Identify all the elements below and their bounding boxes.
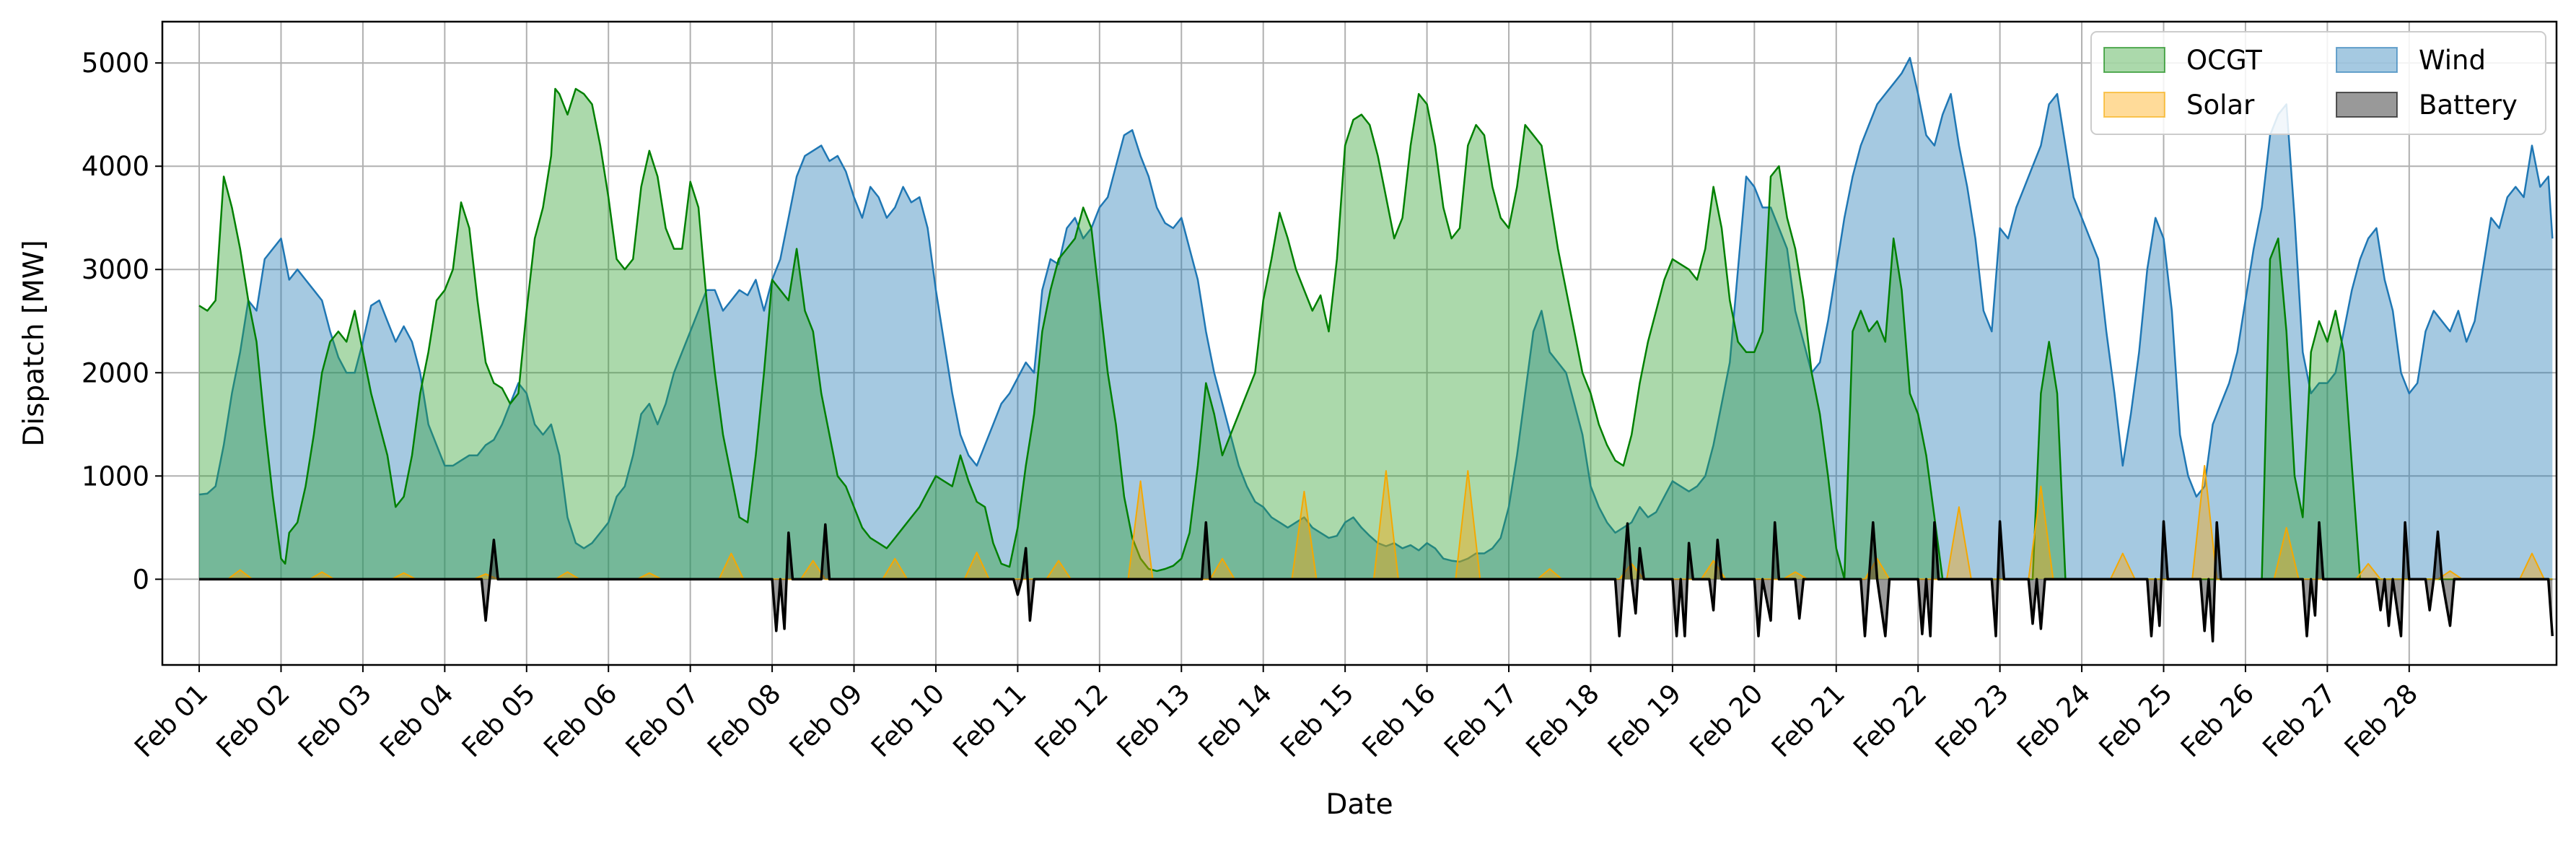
legend-swatch-wind: [2336, 47, 2398, 73]
x-tick-label: Feb 01: [128, 678, 214, 763]
ocgt-area: [199, 89, 2553, 580]
legend-swatch-solar: [2103, 92, 2165, 118]
x-tick-label: Feb 07: [620, 678, 705, 763]
wind-area: [199, 58, 2553, 580]
x-tick-label: Feb 14: [1193, 678, 1278, 763]
x-tick-label: Feb 19: [1602, 678, 1687, 763]
x-tick-label: Feb 05: [456, 678, 541, 763]
x-tick-label: Feb 13: [1110, 678, 1196, 763]
legend-box: [2090, 31, 2546, 135]
legend-label-wind: Wind: [2419, 45, 2486, 76]
x-tick-label: Feb 26: [2175, 678, 2260, 763]
x-tick-label: Feb 23: [1929, 678, 2015, 763]
x-tick-label: Feb 11: [947, 678, 1032, 763]
x-tick-label: Feb 18: [1520, 678, 1605, 763]
x-tick-label: Feb 28: [2339, 678, 2424, 763]
legend-swatch-battery: [2336, 92, 2398, 118]
solar-line: [199, 465, 2553, 580]
y-tick-label: 2000: [82, 357, 149, 388]
series-group: [198, 56, 2554, 643]
y-tick-label: 5000: [82, 48, 149, 79]
plot-area: [162, 22, 2557, 665]
x-tick-label: Feb 22: [1847, 678, 1932, 763]
legend: OCGT Wind Solar Battery: [2090, 31, 2546, 135]
x-tick-label: Feb 17: [1438, 678, 1523, 763]
x-tick-label: Feb 06: [538, 678, 623, 763]
x-axis-label: Date: [1326, 788, 1393, 821]
y-tick-label: 1000: [82, 461, 149, 492]
legend-label-ocgt: OCGT: [2186, 45, 2262, 76]
x-tick-label: Feb 25: [2093, 678, 2178, 763]
x-tick-label: Feb 09: [784, 678, 869, 763]
x-tick-label: Feb 16: [1357, 678, 1442, 763]
x-tick-label: Feb 21: [1766, 678, 1851, 763]
y-axis-label: Dispatch [MW]: [18, 240, 51, 446]
x-tick-label: Feb 02: [211, 678, 296, 763]
y-tick-label: 3000: [82, 254, 149, 285]
x-tick-label: Feb 08: [701, 678, 787, 763]
x-tick-label: Feb 03: [292, 678, 377, 763]
x-tick-label: Feb 04: [374, 678, 459, 763]
x-tick-label: Feb 12: [1029, 678, 1114, 763]
x-tick-label: Feb 15: [1274, 678, 1359, 763]
x-tick-label: Feb 10: [865, 678, 950, 763]
x-tick-label: Feb 27: [2256, 678, 2341, 763]
x-tick-label: Feb 20: [1683, 678, 1769, 763]
solar-area: [199, 466, 2553, 580]
battery-line: [199, 520, 2554, 643]
y-tick-label: 0: [132, 564, 149, 595]
legend-swatch-ocgt: [2103, 47, 2165, 73]
legend-label-battery: Battery: [2419, 90, 2518, 121]
legend-label-solar: Solar: [2186, 90, 2255, 121]
x-tick-label: Feb 24: [2011, 678, 2096, 763]
axes-frame: [161, 20, 2558, 666]
y-tick-label: 4000: [82, 151, 149, 182]
